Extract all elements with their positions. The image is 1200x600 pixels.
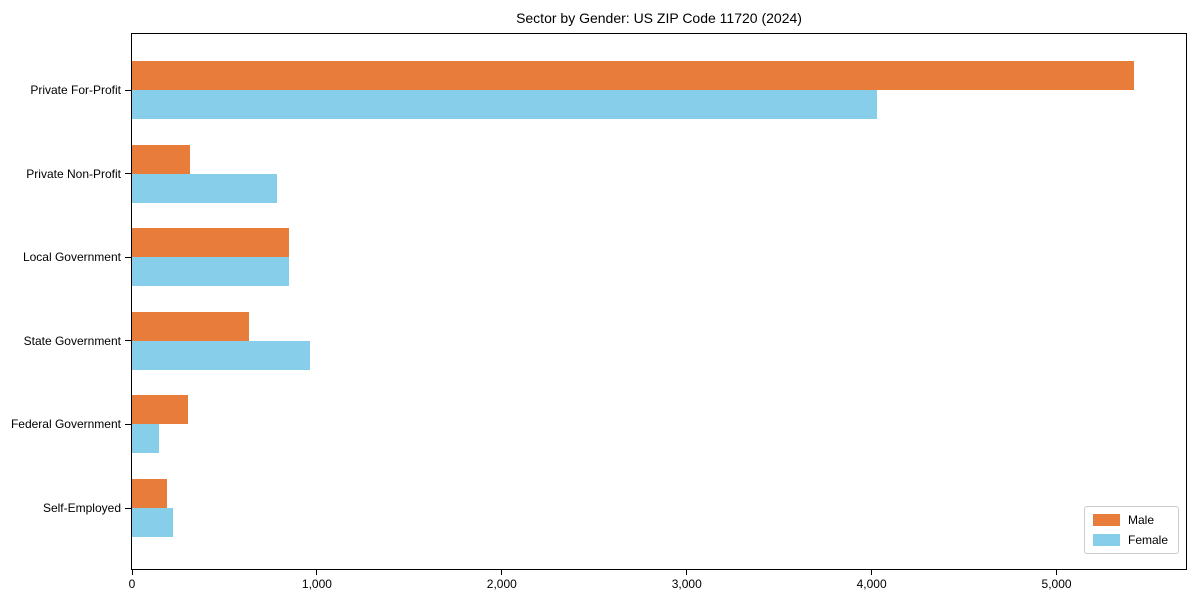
x-tick-label-2000: 2,000 [486, 577, 517, 591]
x-tick-label-1000: 1,000 [301, 577, 332, 591]
x-tick-mark-3000 [686, 569, 688, 575]
y-tick-label-private-non-profit: Private Non-Profit [26, 166, 121, 181]
y-tick-label-state-government: State Government [23, 333, 121, 348]
bar-female-state-government [132, 340, 310, 370]
y-tick-label-private-for-profit: Private For-Profit [30, 83, 121, 97]
legend-item-female: Female [1092, 533, 1168, 547]
bar-male-state-government [132, 311, 250, 341]
x-tick-label-5000: 5,000 [1041, 577, 1072, 591]
x-tick-mark-5000 [1056, 569, 1058, 575]
y-tick-mark-private-for-profit [125, 89, 131, 91]
legend-item-male: Male [1092, 513, 1168, 527]
x-tick-label-0: 0 [128, 577, 136, 591]
x-tick-mark-2000 [501, 569, 503, 575]
y-tick-mark-private-non-profit [125, 173, 131, 175]
bar-male-local-government [132, 228, 290, 258]
x-tick-mark-4000 [871, 569, 873, 575]
y-tick-label-federal-government: Federal Government [10, 417, 121, 432]
y-tick-mark-state-government [125, 340, 131, 342]
legend-label-male: Male [1127, 513, 1154, 527]
y-tick-mark-local-government [125, 256, 131, 258]
bar-female-private-non-profit [132, 173, 278, 203]
y-tick-label-local-government: Local Government [22, 250, 121, 265]
bar-female-private-for-profit [132, 90, 878, 119]
x-tick-mark-1000 [316, 569, 318, 575]
bar-male-private-for-profit [132, 61, 1135, 90]
y-tick-mark-federal-government [125, 423, 131, 425]
bar-male-federal-government [132, 395, 188, 425]
bar-male-private-non-profit [132, 144, 191, 174]
legend-label-female: Female [1127, 533, 1168, 547]
bar-female-self-employed [132, 508, 173, 537]
chart-title: Sector by Gender: US ZIP Code 11720 (202… [516, 10, 802, 26]
legend-swatch-male [1092, 514, 1120, 526]
y-tick-label-self-employed: Self-Employed [42, 501, 121, 515]
y-tick-mark-self-employed [125, 507, 131, 509]
plot-area: Male Female Private For-Profit Private Non… [11, 33, 1187, 591]
bar-female-local-government [132, 257, 290, 287]
x-tick-label-4000: 4,000 [856, 577, 887, 591]
legend: Male Female [1083, 506, 1179, 554]
x-tick-mark-0 [131, 569, 133, 575]
x-tick-label-3000: 3,000 [671, 577, 702, 591]
bar-male-self-employed [132, 479, 168, 508]
bar-female-federal-government [132, 424, 159, 454]
legend-swatch-female [1092, 534, 1120, 546]
